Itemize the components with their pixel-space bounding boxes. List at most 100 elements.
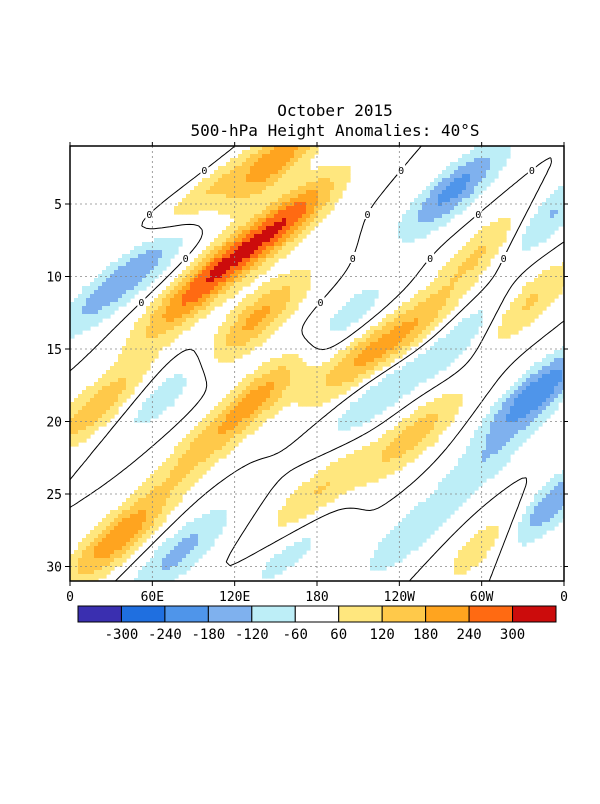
field-cell <box>378 330 383 335</box>
field-cell <box>318 174 323 179</box>
field-cell <box>490 458 495 463</box>
field-cell <box>102 414 107 419</box>
field-cell <box>486 418 491 423</box>
field-cell <box>262 362 267 367</box>
field-cell <box>254 338 259 343</box>
field-cell <box>106 286 111 291</box>
field-cell <box>410 418 415 423</box>
field-cell <box>90 414 95 419</box>
field-cell <box>98 394 103 399</box>
field-cell <box>410 314 415 319</box>
field-cell <box>458 286 463 291</box>
field-cell <box>154 478 159 483</box>
field-cell <box>230 182 235 187</box>
field-cell <box>410 334 415 339</box>
field-cell <box>70 414 75 419</box>
field-cell <box>374 366 379 371</box>
field-cell <box>502 154 507 159</box>
field-cell <box>342 310 347 315</box>
field-cell <box>490 222 495 227</box>
field-cell <box>254 266 259 271</box>
field-cell <box>178 446 183 451</box>
field-cell <box>250 166 255 171</box>
field-cell <box>506 146 511 151</box>
field-cell <box>486 414 491 419</box>
field-cell <box>142 498 147 503</box>
field-cell <box>110 414 115 419</box>
field-cell <box>218 454 223 459</box>
field-cell <box>226 162 231 167</box>
field-cell <box>194 258 199 263</box>
field-cell <box>98 386 103 391</box>
field-cell <box>482 182 487 187</box>
field-cell <box>310 382 315 387</box>
field-cell <box>534 398 539 403</box>
field-cell <box>218 262 223 267</box>
field-cell <box>178 498 183 503</box>
field-cell <box>530 502 535 507</box>
field-cell <box>222 342 227 347</box>
field-cell <box>106 370 111 375</box>
field-cell <box>218 426 223 431</box>
field-cell <box>186 470 191 475</box>
field-cell <box>414 306 419 311</box>
field-cell <box>166 462 171 467</box>
field-cell <box>306 274 311 279</box>
field-cell <box>478 430 483 435</box>
field-cell <box>86 298 91 303</box>
field-cell <box>562 262 564 267</box>
field-cell <box>310 178 315 183</box>
field-cell <box>490 426 495 431</box>
field-cell <box>222 354 227 359</box>
field-cell <box>442 302 447 307</box>
field-cell <box>274 278 279 283</box>
field-cell <box>230 342 235 347</box>
field-cell <box>130 330 135 335</box>
field-cell <box>154 322 159 327</box>
field-cell <box>202 438 207 443</box>
field-cell <box>378 466 383 471</box>
field-cell <box>306 378 311 383</box>
field-cell <box>474 330 479 335</box>
field-cell <box>262 334 267 339</box>
field-cell <box>462 166 467 171</box>
field-cell <box>298 150 303 155</box>
field-cell <box>306 222 311 227</box>
field-cell <box>298 282 303 287</box>
field-cell <box>206 466 211 471</box>
field-cell <box>394 350 399 355</box>
field-cell <box>434 222 439 227</box>
field-cell <box>118 510 123 515</box>
field-cell <box>442 506 447 511</box>
field-cell <box>546 206 551 211</box>
field-cell <box>186 438 191 443</box>
field-cell <box>182 306 187 311</box>
field-cell <box>562 366 564 371</box>
field-cell <box>442 170 447 175</box>
field-cell <box>290 398 295 403</box>
field-cell <box>470 258 475 263</box>
field-cell <box>198 198 203 203</box>
field-cell <box>454 270 459 275</box>
field-cell <box>286 366 291 371</box>
field-cell <box>530 230 535 235</box>
field-cell <box>498 438 503 443</box>
field-cell <box>202 298 207 303</box>
field-cell <box>386 326 391 331</box>
field-cell <box>434 182 439 187</box>
field-cell <box>470 282 475 287</box>
field-cell <box>158 294 163 299</box>
field-cell <box>286 362 291 367</box>
field-cell <box>290 206 295 211</box>
field-cell <box>210 190 215 195</box>
field-cell <box>290 306 295 311</box>
field-cell <box>354 314 359 319</box>
field-cell <box>390 378 395 383</box>
field-cell <box>94 414 99 419</box>
field-cell <box>510 318 515 323</box>
field-cell <box>110 390 115 395</box>
field-cell <box>230 250 235 255</box>
field-cell <box>394 450 399 455</box>
field-cell <box>558 506 563 511</box>
field-cell <box>114 386 119 391</box>
